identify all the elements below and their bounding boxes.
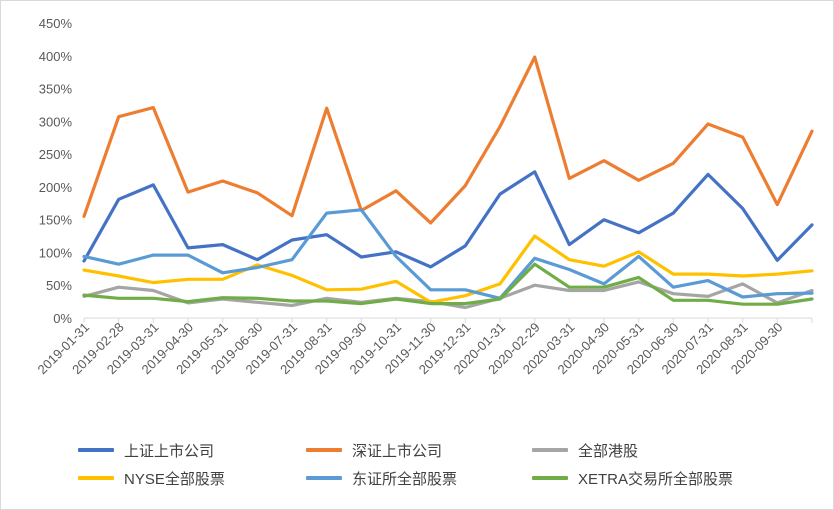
legend-label: 东证所全部股票 [352, 470, 458, 488]
legend-label: NYSE全部股票 [124, 470, 225, 488]
axes: 0%50%100%150%200%250%300%350%400%450%201… [34, 16, 813, 377]
legend-swatch [306, 476, 342, 480]
legend-swatch [78, 476, 114, 480]
legend-item: 东证所全部股票 [306, 468, 457, 488]
series-layer [82, 55, 814, 310]
y-tick-label: 200% [39, 180, 73, 195]
y-tick-label: 150% [39, 213, 73, 228]
legend-item: XETRA交易所全部股票 [532, 468, 733, 488]
legend-item: 全部港股 [532, 440, 638, 460]
legend-item: 深证上市公司 [306, 440, 442, 460]
legend-swatch [532, 448, 568, 452]
y-tick-label: 50% [46, 278, 72, 293]
y-tick-label: 350% [39, 82, 73, 97]
legend-swatch [306, 448, 342, 452]
series-line-1 [82, 55, 814, 225]
y-tick-label: 0% [53, 311, 72, 326]
legend-item: NYSE全部股票 [78, 468, 225, 488]
series-line-0 [82, 170, 814, 269]
y-tick-label: 300% [39, 114, 73, 129]
y-tick-label: 400% [39, 49, 73, 64]
legend: 上证上市公司 深证上市公司 全部港股 NYSE全部股票 东证所全部股票 XETRA交易所全… [0, 436, 834, 496]
legend-label: 全部港股 [578, 442, 639, 460]
legend-swatch [78, 448, 114, 452]
legend-label: XETRA交易所全部股票 [578, 470, 734, 488]
series-line-5 [82, 262, 814, 306]
y-tick-label: 250% [39, 147, 73, 162]
legend-item: 上证上市公司 [78, 440, 214, 460]
legend-label: 深证上市公司 [352, 442, 443, 460]
y-tick-label: 450% [39, 16, 73, 31]
legend-swatch [532, 476, 568, 480]
series-line-4 [82, 208, 814, 300]
y-tick-label: 100% [39, 245, 73, 260]
series-line-3 [82, 234, 814, 304]
legend-label: 上证上市公司 [124, 442, 215, 460]
